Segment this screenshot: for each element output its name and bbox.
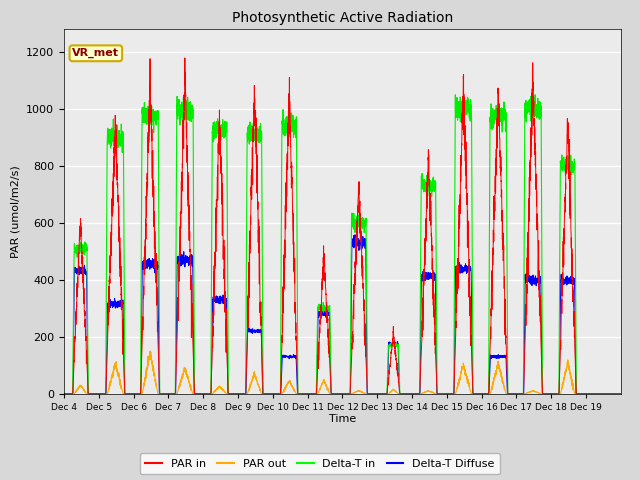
Y-axis label: PAR (umol/m2/s): PAR (umol/m2/s) bbox=[11, 165, 20, 258]
Text: VR_met: VR_met bbox=[72, 48, 119, 59]
Legend: PAR in, PAR out, Delta-T in, Delta-T Diffuse: PAR in, PAR out, Delta-T in, Delta-T Dif… bbox=[140, 453, 500, 474]
X-axis label: Time: Time bbox=[329, 414, 356, 424]
Title: Photosynthetic Active Radiation: Photosynthetic Active Radiation bbox=[232, 11, 453, 25]
